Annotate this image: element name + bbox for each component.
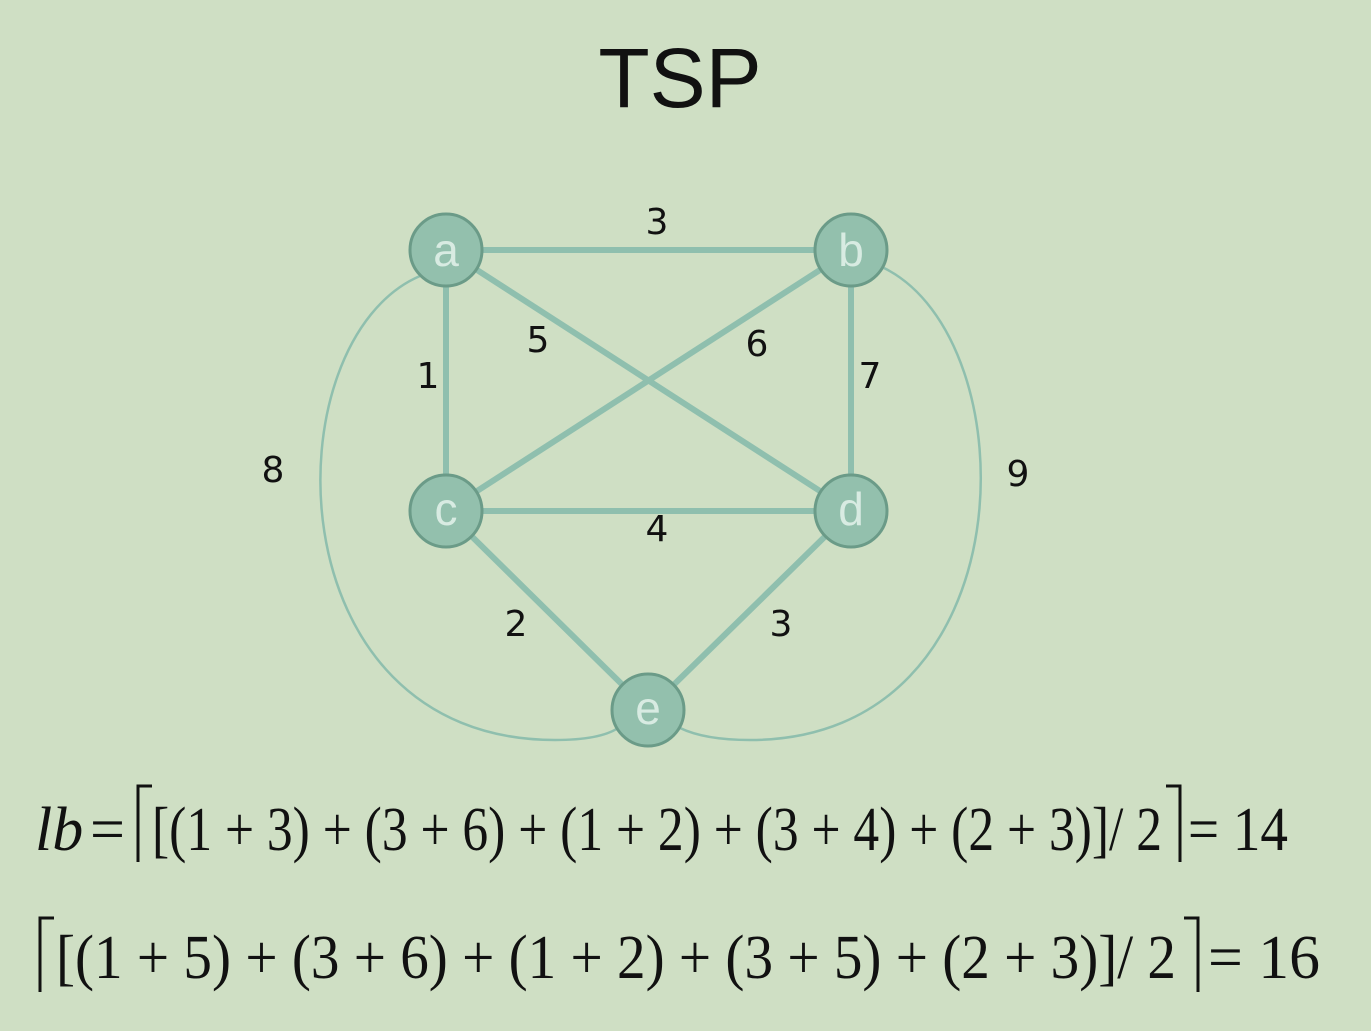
edges [319,247,982,742]
node-label: e [635,682,661,734]
ceiling-right [1166,784,1182,862]
node-label: b [838,224,864,276]
edge-weight: 8 [262,450,285,491]
edge-weight: 1 [417,356,440,397]
node [813,473,889,549]
node [408,212,484,288]
edge-weight: 7 [859,356,882,397]
edge-curve [319,274,619,742]
formula-body: [(1 + 5) + (3 + 6) + (1 + 2) + (3 + 5) +… [56,924,1176,992]
title: TSP [598,31,761,125]
edge-weight: 3 [770,604,793,645]
formula-body: [(1 + 3) + (3 + 6) + (1 + 2) + (3 + 4) +… [152,796,1162,864]
nodes: a b c d e [408,212,889,748]
node [813,212,889,288]
edge [443,508,651,713]
node-label: c [435,483,458,535]
formula-result: = 14 [1188,796,1288,864]
node [610,672,686,748]
node-label: d [838,483,864,535]
edge-weight: 5 [527,320,550,361]
edge-weight: 4 [646,509,669,550]
ceiling-right [1184,916,1200,992]
formula: [(1 + 5) + (3 + 6) + (1 + 2) + (3 + 5) +… [38,916,1320,992]
formula-result: = 16 [1208,924,1320,992]
formula-lhs: lb [35,796,83,864]
formula: lb = [(1 + 3) + (3 + 6) + (1 + 2) + (3 +… [35,784,1288,864]
ceiling-left [38,916,54,992]
edge [645,508,854,713]
edge-weight: 6 [746,324,769,365]
edge-weight: 9 [1007,454,1030,495]
edge-weight: 3 [646,202,669,243]
edge [444,247,853,514]
edge-weight: 2 [505,604,528,645]
node [408,473,484,549]
node-label: a [433,224,459,276]
edge-curve [679,266,982,742]
edge-weights: 3 1 5 6 7 4 2 3 8 9 [262,202,1030,645]
ceiling-left [136,784,152,862]
formula-relation: = [90,796,125,864]
